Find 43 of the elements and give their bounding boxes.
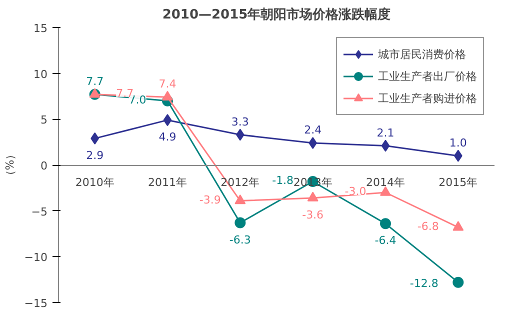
point: [380, 218, 391, 230]
x-tick-label: 2010年: [75, 176, 114, 189]
x-tick-label: 2014年: [366, 176, 406, 189]
legend-label: 工业生产者出厂价格: [378, 68, 477, 84]
legend-label: 工业生产者购进价格: [378, 90, 477, 106]
y-axis-title: （%）: [3, 148, 16, 182]
data-label: 2.1: [376, 126, 394, 140]
point: [452, 276, 464, 288]
y-tick-label: 0: [40, 160, 48, 172]
point: [162, 90, 173, 101]
chart-title: 2010—2015年朝阳市场价格涨跌幅度: [162, 6, 391, 22]
y-tick-label: −5: [31, 205, 48, 218]
y-tick-label: 5: [40, 114, 48, 127]
data-label: -12.8: [410, 276, 438, 290]
point: [307, 192, 318, 202]
x-tick-label: 2011年: [148, 176, 188, 189]
data-label: -3.6: [302, 208, 324, 222]
point: [308, 137, 317, 149]
data-label: 2.4: [304, 124, 322, 136]
data-label: -6.3: [229, 233, 251, 246]
x-tick-label: 2015年: [438, 176, 478, 189]
point: [234, 217, 246, 228]
data-label: -6.4: [374, 234, 396, 248]
legend-label: 城市居民消费价格: [378, 46, 466, 62]
data-label: -1.8: [272, 174, 294, 187]
data-label: 2.9: [86, 148, 104, 162]
data-label: -3.9: [199, 193, 221, 206]
y-tick-label: −10: [24, 251, 48, 264]
point: [234, 194, 246, 204]
data-label: 7.7: [86, 74, 104, 88]
point: [452, 221, 464, 231]
point: [380, 186, 391, 196]
data-label: 3.3: [231, 115, 249, 128]
y-tick-label: 10: [34, 68, 48, 81]
y-tick-label: −15: [24, 297, 48, 310]
data-label: 4.9: [158, 130, 176, 144]
data-label: 1.0: [449, 136, 467, 150]
point: [163, 114, 172, 126]
point: [381, 140, 390, 152]
data-label: -6.8: [417, 220, 439, 233]
data-label: -3.0: [344, 185, 366, 198]
y-tick-label: 15: [34, 22, 48, 35]
data-label: 7.4: [158, 78, 176, 91]
